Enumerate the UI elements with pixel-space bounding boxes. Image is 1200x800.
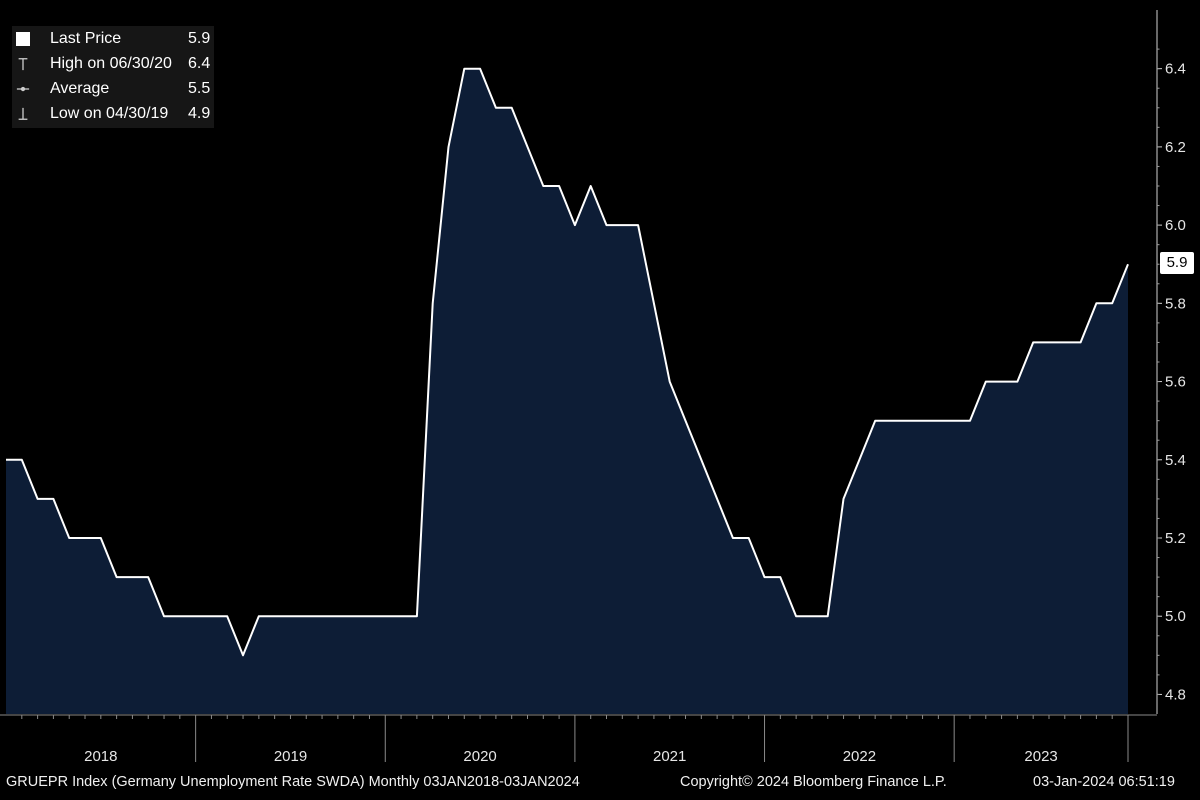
x-tick-label: 2020 (463, 748, 496, 765)
x-tick-label: 2018 (84, 748, 117, 765)
footer-copyright: Copyright© 2024 Bloomberg Finance L.P. (680, 774, 947, 790)
y-tick-label: 5.6 (1165, 374, 1186, 391)
y-tick-label: 5.2 (1165, 530, 1186, 547)
square-icon (16, 32, 30, 46)
legend-item-average: Average 5.5 (12, 78, 214, 102)
x-tick-label: 2023 (1024, 748, 1057, 765)
legend-label: Last Price (50, 30, 122, 47)
high-marker-icon (18, 58, 28, 71)
footer: GRUEPR Index (Germany Unemployment Rate … (0, 770, 1200, 800)
y-tick-label: 4.8 (1165, 686, 1186, 703)
average-marker-icon (16, 86, 30, 92)
legend-item-high: High on 06/30/20 6.4 (12, 53, 214, 77)
legend-item-last-price: Last Price 5.9 (12, 28, 214, 52)
y-tick-label: 5.8 (1165, 295, 1186, 312)
y-tick-label: 6.2 (1165, 139, 1186, 156)
x-tick-label: 2021 (653, 748, 686, 765)
legend-label: Average (50, 80, 110, 97)
last-price-tag: 5.9 (1160, 252, 1194, 274)
footer-timestamp: 03-Jan-2024 06:51:19 (1033, 774, 1175, 790)
y-axis: 4.8 5.0 5.2 5.4 5.6 5.8 6.0 6.2 6.4 (1156, 10, 1186, 714)
y-tick-label: 6.0 (1165, 217, 1186, 234)
x-tick-label: 2019 (274, 748, 307, 765)
y-tick-label: 6.4 (1165, 61, 1186, 78)
legend-value: 6.4 (188, 55, 211, 72)
x-tick-label: 2022 (843, 748, 876, 765)
y-tick-label: 5.0 (1165, 608, 1186, 625)
x-axis: 2018 2019 2020 2021 2022 2023 (0, 714, 1157, 765)
legend-item-low: Low on 04/30/19 4.9 (12, 103, 214, 127)
legend: Last Price 5.9 High on 06/30/20 6.4 Aver… (12, 26, 214, 128)
plot-area (6, 67, 1129, 714)
y-tick-label: 5.4 (1165, 452, 1186, 469)
legend-value: 4.9 (188, 105, 211, 122)
footer-index-description: GRUEPR Index (Germany Unemployment Rate … (6, 774, 580, 790)
legend-value: 5.5 (188, 80, 211, 97)
low-marker-icon (18, 107, 28, 120)
series-line (6, 67, 1129, 657)
legend-label: Low on 04/30/19 (50, 105, 169, 122)
series-area (6, 68, 1128, 714)
legend-value: 5.9 (188, 30, 211, 47)
legend-label: High on 06/30/20 (50, 55, 172, 72)
